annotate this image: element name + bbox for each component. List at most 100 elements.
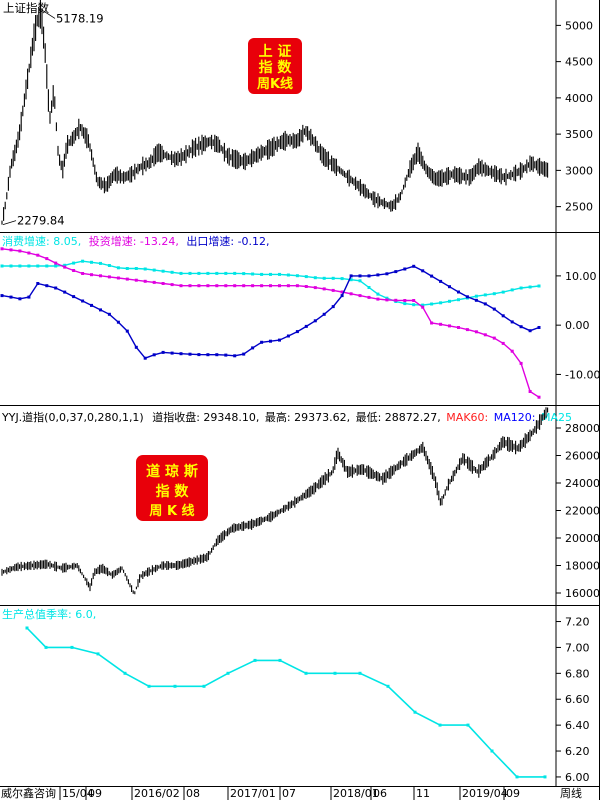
plot-area xyxy=(1,407,549,595)
y-tick-label: 22000 xyxy=(565,505,600,518)
data-point xyxy=(72,295,76,299)
data-point xyxy=(492,307,496,311)
y-tick-label: 2500 xyxy=(565,201,593,214)
legend-high: 最高: 29373.62, xyxy=(265,410,350,424)
data-point xyxy=(253,658,257,662)
data-point xyxy=(457,298,460,302)
data-point xyxy=(295,274,299,278)
data-point xyxy=(202,684,206,688)
data-point xyxy=(510,320,514,324)
data-point xyxy=(519,286,523,290)
data-point xyxy=(134,267,138,270)
y-tick-label: 7.20 xyxy=(565,616,590,629)
data-point xyxy=(439,301,443,305)
data-point xyxy=(90,260,93,264)
data-point xyxy=(224,271,228,275)
legend-gdp: 生产总值季率: 6.0, xyxy=(2,607,96,621)
y-axis-ticks: 2500 3000 3500 4000 4500 5000 xyxy=(556,19,593,214)
data-point xyxy=(304,275,308,279)
data-point xyxy=(179,352,183,356)
data-point xyxy=(224,284,228,288)
data-point xyxy=(188,271,192,275)
data-point xyxy=(25,626,29,630)
data-point xyxy=(44,645,48,649)
data-point xyxy=(63,290,67,294)
x-tick-label: 11 xyxy=(416,787,430,800)
data-point xyxy=(278,338,281,342)
data-point xyxy=(483,302,487,306)
brand-label: 威尔鑫咨询 xyxy=(1,786,56,800)
data-point xyxy=(313,319,317,323)
data-point xyxy=(107,275,111,279)
badge-background xyxy=(136,455,208,521)
data-point xyxy=(233,271,237,275)
data-point xyxy=(322,312,326,316)
data-point xyxy=(206,353,210,357)
data-point xyxy=(367,274,371,278)
data-point xyxy=(63,265,67,269)
data-point xyxy=(125,329,129,333)
data-point xyxy=(537,395,541,399)
data-point xyxy=(385,272,389,276)
data-point xyxy=(0,247,4,251)
data-point xyxy=(54,261,58,265)
x-tick-label: 09 xyxy=(506,787,520,800)
y-tick-label: 6.20 xyxy=(565,745,590,758)
data-point xyxy=(197,284,201,288)
data-point xyxy=(304,671,308,675)
data-point xyxy=(27,251,31,255)
plot-area xyxy=(0,247,541,399)
data-point xyxy=(448,324,451,328)
data-point xyxy=(528,390,532,393)
data-point xyxy=(54,264,58,268)
data-point xyxy=(528,285,532,289)
data-point xyxy=(173,684,177,688)
data-point xyxy=(99,261,102,265)
data-point xyxy=(358,294,362,298)
legend-low: 最低: 28872.27, xyxy=(356,411,441,424)
data-point xyxy=(510,349,514,353)
data-point xyxy=(340,290,344,294)
data-point xyxy=(188,352,192,356)
data-point xyxy=(331,305,335,309)
data-point xyxy=(269,339,272,343)
y-tick-label: 26000 xyxy=(565,450,600,463)
data-point xyxy=(403,267,407,271)
data-point xyxy=(188,284,192,288)
data-point xyxy=(340,277,344,281)
data-point xyxy=(421,303,425,307)
panel-macro-indicators: 消费增速: 8.05, 投资增速: -13.24, 出口增速: -0.12, 1… xyxy=(0,234,600,399)
data-point xyxy=(331,288,335,292)
data-point xyxy=(233,354,237,358)
data-point xyxy=(36,282,40,285)
data-point xyxy=(394,298,398,302)
data-point xyxy=(143,279,147,283)
data-point xyxy=(528,329,532,333)
data-point xyxy=(490,749,494,753)
data-point xyxy=(233,284,237,288)
y-tick-label: 10.00 xyxy=(565,270,597,283)
panel-legend: 消费增速: 8.05, 投资增速: -13.24, 出口增速: -0.12, xyxy=(2,234,270,248)
y-axis-ticks: 16000 18000 20000 22000 24000 26000 28000 xyxy=(556,422,600,600)
annotation-high-leader xyxy=(40,9,56,19)
data-point xyxy=(286,284,290,288)
panel-title: 上证指数 xyxy=(3,1,49,15)
x-tick-label: 07 xyxy=(282,787,296,800)
data-point xyxy=(333,671,337,675)
y-tick-label: 3500 xyxy=(565,128,593,141)
data-point xyxy=(430,302,434,306)
data-point xyxy=(63,263,67,267)
data-point xyxy=(18,249,22,253)
data-point xyxy=(0,264,4,268)
data-point xyxy=(81,272,85,275)
data-point xyxy=(36,264,40,268)
data-point xyxy=(492,292,496,296)
data-point xyxy=(421,269,425,273)
data-point xyxy=(349,292,353,296)
data-point xyxy=(152,353,156,357)
data-point xyxy=(251,284,255,288)
annotation-low-label: 2279.84 xyxy=(17,214,65,228)
legend-investment: 投资增速: -13.24, xyxy=(89,234,179,248)
period-label: 周线 xyxy=(560,786,582,800)
